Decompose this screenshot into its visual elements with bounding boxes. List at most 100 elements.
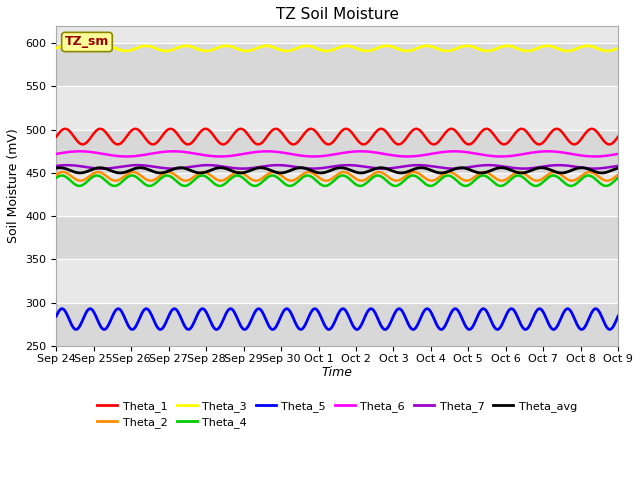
Theta_6 xyxy=(76,148,84,154)
Theta_5 xyxy=(614,313,622,319)
Theta_2 xyxy=(308,170,316,176)
Theta_7 xyxy=(429,164,437,169)
Line: Theta_avg: Theta_avg xyxy=(56,168,618,173)
Theta_7 xyxy=(153,164,161,170)
Theta_3 xyxy=(385,43,393,49)
Theta_6 xyxy=(308,154,316,159)
Theta_5 xyxy=(308,307,316,313)
Theta_1 xyxy=(429,142,437,147)
Theta_7 xyxy=(477,163,485,168)
Theta_6 xyxy=(614,151,622,157)
Theta_2 xyxy=(59,169,67,175)
Theta_7 xyxy=(198,163,205,168)
Theta_4 xyxy=(614,175,622,180)
Theta_avg xyxy=(308,168,316,173)
Theta_4 xyxy=(234,173,241,179)
Theta_avg xyxy=(429,168,437,174)
Theta_avg xyxy=(197,170,205,176)
Line: Theta_7: Theta_7 xyxy=(56,165,618,168)
Theta_2 xyxy=(477,170,485,176)
Text: TZ_sm: TZ_sm xyxy=(65,36,109,48)
Theta_4 xyxy=(308,174,316,180)
Theta_6 xyxy=(591,154,598,159)
Line: Theta_3: Theta_3 xyxy=(56,46,618,51)
Theta_6 xyxy=(198,152,205,157)
Bar xyxy=(56,216,618,259)
Bar xyxy=(56,303,618,346)
Theta_5 xyxy=(154,325,161,331)
Theta_5 xyxy=(385,322,393,328)
Theta_avg xyxy=(385,167,393,172)
Theta_2 xyxy=(199,169,207,175)
Theta_6 xyxy=(429,151,436,156)
Theta_3 xyxy=(429,44,437,50)
Line: Theta_6: Theta_6 xyxy=(56,151,618,156)
Theta_1 xyxy=(197,129,205,134)
Bar xyxy=(56,43,618,86)
Theta_1 xyxy=(385,132,392,137)
Theta_1 xyxy=(52,134,60,140)
Theta_2 xyxy=(153,176,161,181)
Theta_7 xyxy=(614,163,622,169)
Theta_3 xyxy=(52,45,60,51)
Theta_5 xyxy=(477,307,485,313)
Theta_4 xyxy=(52,175,60,180)
Theta_2 xyxy=(182,178,189,183)
Theta_avg xyxy=(52,165,60,171)
Theta_4 xyxy=(356,183,364,189)
Theta_6 xyxy=(52,151,60,157)
Title: TZ Soil Moisture: TZ Soil Moisture xyxy=(276,7,399,22)
Theta_1 xyxy=(308,126,316,132)
Theta_1 xyxy=(272,126,280,132)
Line: Theta_4: Theta_4 xyxy=(56,176,618,186)
Line: Theta_2: Theta_2 xyxy=(56,172,618,180)
Theta_5 xyxy=(429,314,437,320)
Theta_avg xyxy=(614,165,622,171)
Theta_avg xyxy=(477,170,485,176)
Theta_7 xyxy=(415,162,422,168)
Theta_5 xyxy=(52,313,60,319)
Theta_2 xyxy=(385,175,393,180)
Line: Theta_1: Theta_1 xyxy=(56,129,618,144)
Theta_3 xyxy=(162,48,170,54)
Bar xyxy=(56,173,618,216)
Bar xyxy=(56,86,618,130)
Theta_3 xyxy=(62,43,70,48)
Theta_3 xyxy=(153,46,161,51)
Theta_1 xyxy=(614,134,622,140)
Theta_4 xyxy=(385,180,393,186)
Theta_2 xyxy=(614,172,622,178)
Theta_6 xyxy=(476,152,484,157)
Theta_1 xyxy=(395,142,403,147)
Theta_3 xyxy=(199,48,207,53)
Line: Theta_5: Theta_5 xyxy=(56,309,618,329)
Theta_5 xyxy=(86,306,94,312)
Theta_4 xyxy=(477,173,485,179)
Theta_2 xyxy=(429,178,437,183)
Theta_avg xyxy=(216,165,224,170)
Theta_5 xyxy=(199,306,207,312)
Theta_5 xyxy=(100,326,108,332)
Theta_1 xyxy=(152,141,159,146)
Theta_4 xyxy=(152,180,159,186)
Theta_4 xyxy=(429,182,437,188)
Theta_7 xyxy=(385,166,392,171)
Legend: Theta_1, Theta_2, Theta_3, Theta_4, Theta_5, Theta_6, Theta_7, Theta_avg: Theta_1, Theta_2, Theta_3, Theta_4, Thet… xyxy=(93,396,582,432)
X-axis label: Time: Time xyxy=(322,366,353,379)
Bar xyxy=(56,259,618,303)
Y-axis label: Soil Moisture (mV): Soil Moisture (mV) xyxy=(7,129,20,243)
Bar xyxy=(56,130,618,173)
Theta_1 xyxy=(477,129,485,135)
Theta_6 xyxy=(385,152,392,157)
Theta_4 xyxy=(197,173,205,179)
Theta_6 xyxy=(153,150,161,156)
Theta_3 xyxy=(614,45,622,51)
Theta_7 xyxy=(99,166,106,171)
Theta_2 xyxy=(52,172,60,178)
Theta_3 xyxy=(308,44,316,50)
Theta_avg xyxy=(152,169,159,175)
Theta_3 xyxy=(477,47,485,53)
Theta_avg xyxy=(317,170,324,176)
Theta_7 xyxy=(308,166,316,171)
Theta_7 xyxy=(52,163,60,169)
